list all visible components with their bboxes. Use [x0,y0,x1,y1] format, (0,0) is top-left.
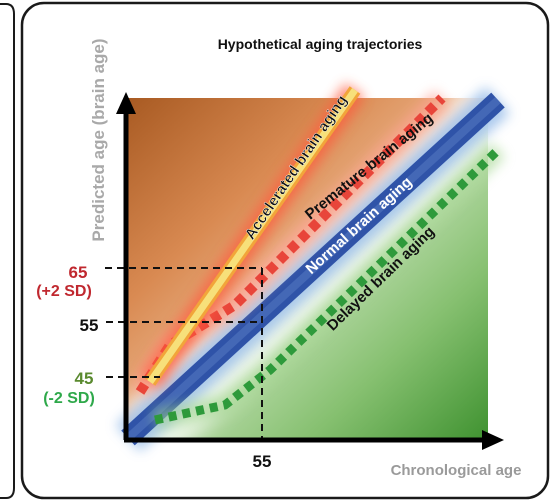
y-tick-55: 55 [80,316,99,335]
delayed-trajectory [152,142,505,430]
accelerated-trajectory [140,83,365,389]
chart-title: Hypothetical aging trajectories [218,36,423,52]
x-tick-55: 55 [253,452,272,471]
normal-trajectory [115,86,511,452]
left-panel-border [0,3,15,499]
y-axis-arrow [116,92,136,114]
x-axis-label: Chronological age [391,462,522,479]
y-tick-45: 45 [75,369,94,388]
y-tick-45-note: (-2 SD) [43,390,95,407]
y-tick-65-note: (+2 SD) [36,283,92,300]
axes [116,92,504,450]
x-axis-arrow [482,430,504,450]
guide-lines [105,267,263,440]
y-axis-label: Predicted age (brain age) [89,38,108,241]
y-tick-65: 65 [69,263,88,282]
